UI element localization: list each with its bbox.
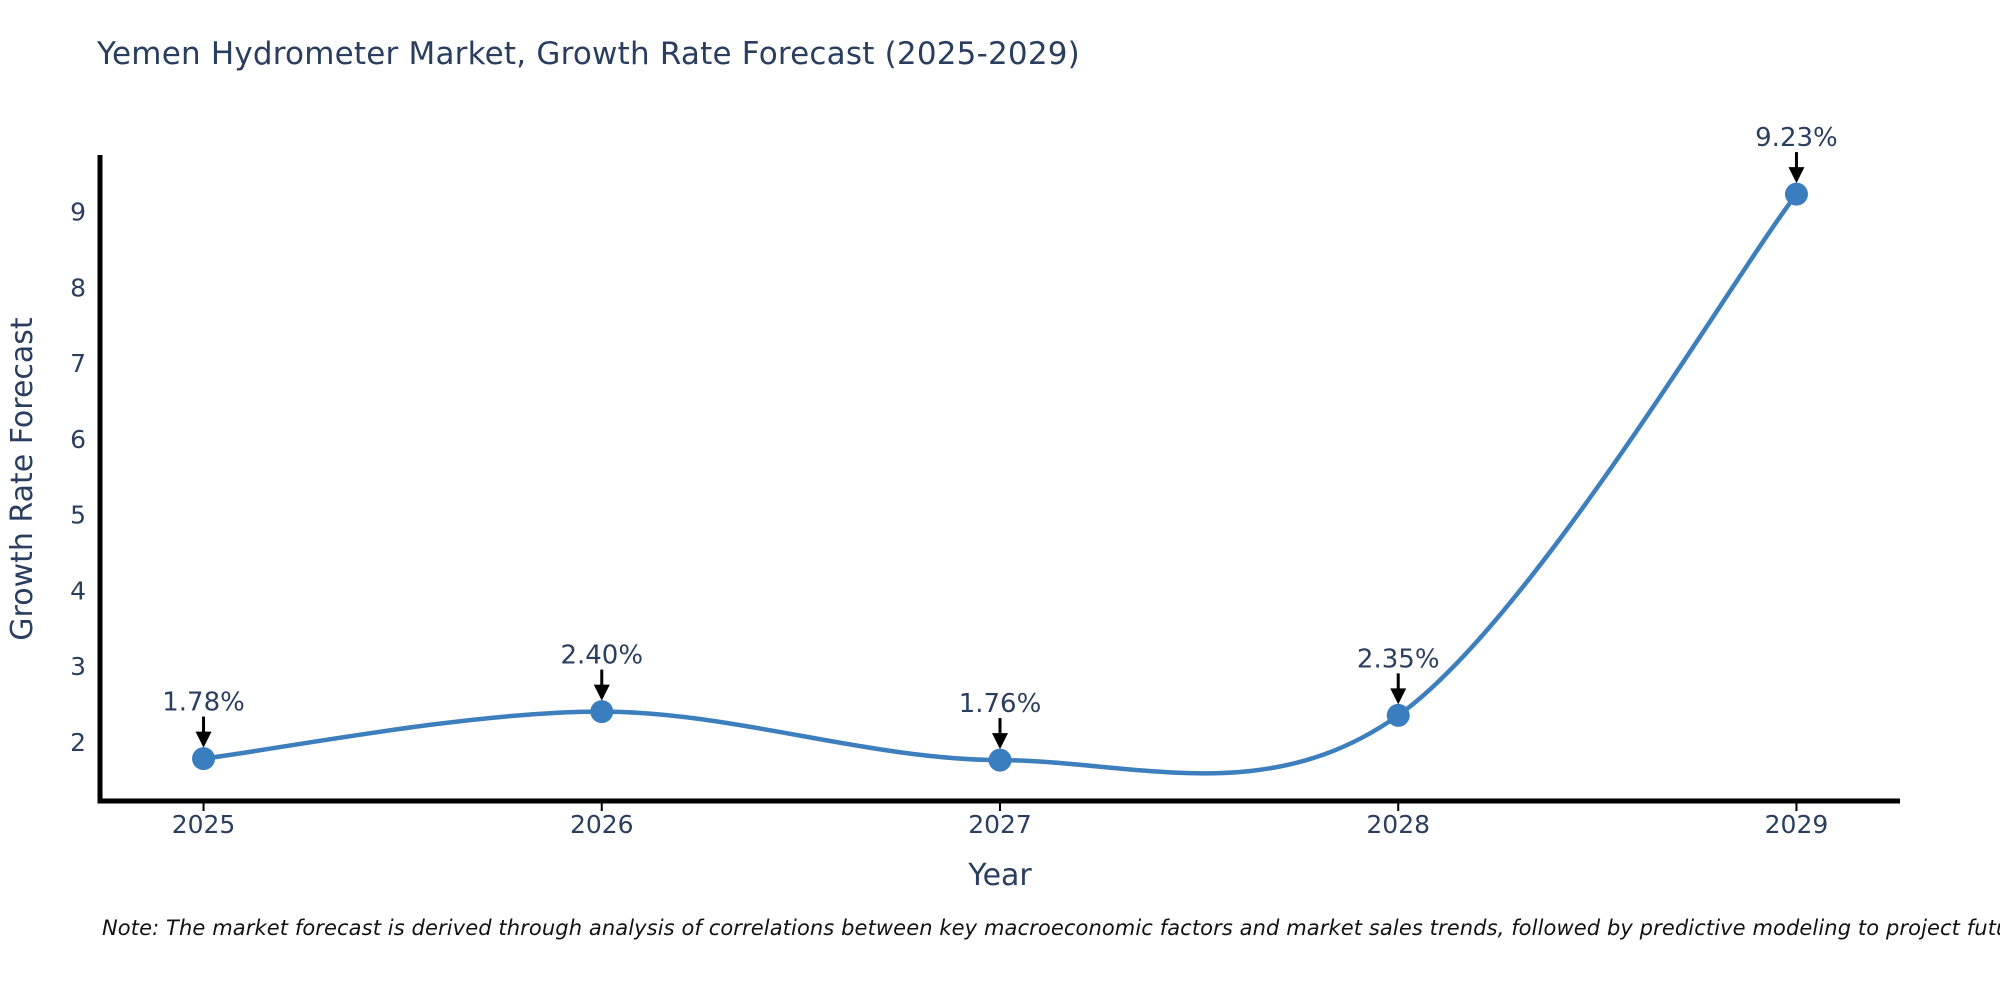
annotation-label: 9.23% [1755, 123, 1838, 153]
x-tick-label: 2026 [570, 810, 634, 839]
y-tick-label: 4 [70, 576, 86, 605]
y-tick-label: 8 [70, 273, 86, 302]
annotations: 1.78% 2.40% 1.76% 2.35% 9.23% [162, 123, 1838, 750]
y-tick-label: 7 [70, 349, 86, 378]
annotation-arrowhead [1788, 167, 1805, 184]
y-tick-label: 3 [70, 652, 86, 681]
x-tick-label: 2029 [1765, 810, 1829, 839]
y-tick-label: 5 [70, 501, 86, 530]
annotation-arrowhead [992, 733, 1008, 750]
y-tick-label: 2 [70, 728, 86, 757]
annotation-label: 1.78% [162, 688, 245, 718]
data-point-marker [590, 700, 614, 724]
x-tick-label: 2027 [968, 810, 1032, 839]
data-point-marker [988, 748, 1012, 772]
x-tick-label: 2025 [172, 810, 236, 839]
annotation-arrowhead [1390, 688, 1407, 705]
annotation-label: 2.40% [560, 641, 643, 671]
data-point-marker [192, 747, 216, 771]
y-axis-title: Growth Rate Forecast [5, 317, 40, 641]
annotation-label: 1.76% [959, 689, 1042, 719]
annotation-arrowhead [593, 684, 610, 701]
data-point-marker [1386, 703, 1410, 727]
footnote: Note: The market forecast is derived thr… [102, 916, 2000, 940]
data-point-marker [1784, 182, 1808, 206]
annotation-arrowhead [195, 731, 212, 748]
x-tick-label: 2028 [1366, 810, 1430, 839]
chart-title: Yemen Hydrometer Market, Growth Rate For… [97, 36, 1080, 72]
data-line [201, 191, 1799, 776]
y-tick-label: 9 [70, 198, 86, 227]
axis-ticks: 2 3 4 5 6 7 8 9 2025 2026 2027 2028 2029 [70, 198, 1828, 839]
annotation-label: 2.35% [1357, 644, 1440, 674]
y-tick-label: 6 [70, 425, 86, 454]
x-axis-title: Year [967, 858, 1032, 893]
data-series [192, 182, 1808, 776]
